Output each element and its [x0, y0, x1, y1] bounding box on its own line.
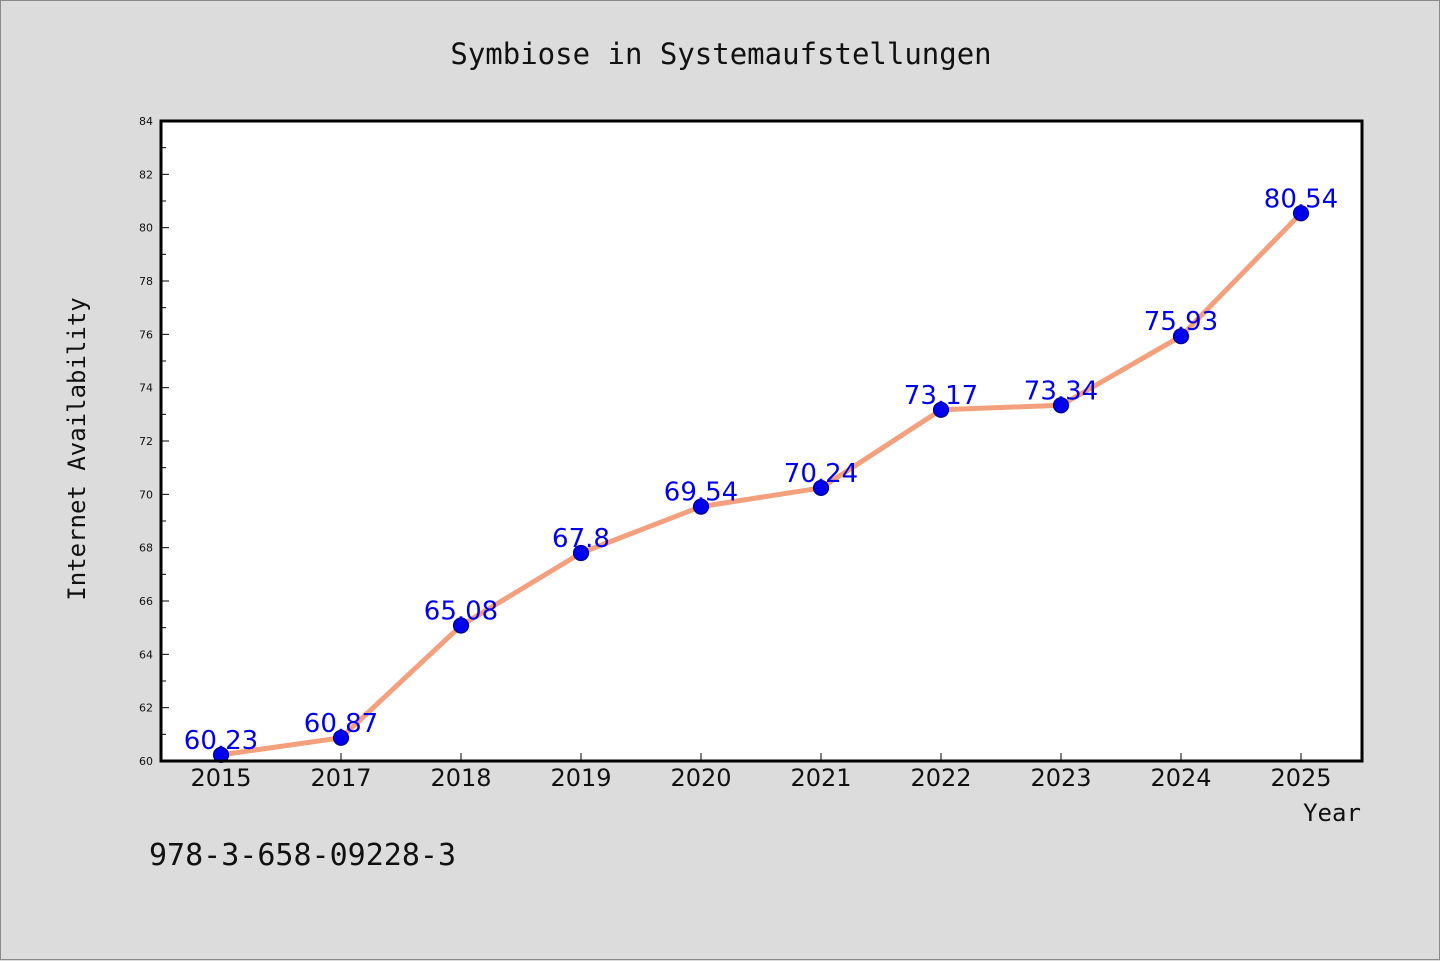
x-axis-title: Year — [1303, 799, 1361, 827]
x-tick-label: 2022 — [910, 764, 971, 792]
data-point — [932, 401, 950, 418]
data-point — [332, 729, 350, 746]
data-point — [692, 498, 710, 515]
data-label: 67.8 — [552, 524, 610, 554]
y-tick-label: 60 — [139, 755, 153, 768]
data-point — [1052, 397, 1070, 414]
y-tick-label: 72 — [139, 435, 153, 448]
data-label: 73.34 — [1024, 376, 1098, 406]
data-point — [572, 544, 590, 562]
x-tick-label: 2024 — [1150, 764, 1211, 792]
data-label: 60.87 — [304, 709, 378, 739]
data-label: 70.24 — [784, 459, 858, 489]
data-labels: 60.23 60.87 65.08 67.8 69.54 70.24 73.17 73.34 7… — [184, 184, 1338, 756]
y-tick-label: 62 — [139, 702, 153, 715]
y-tick-label: 74 — [139, 382, 153, 395]
x-tick-label: 2021 — [790, 764, 851, 792]
data-label: 75.93 — [1144, 307, 1218, 337]
y-tick-label: 68 — [139, 542, 153, 555]
x-tick-label: 2018 — [430, 764, 491, 792]
isbn-text: 978-3-658-09228-3 — [149, 838, 456, 873]
data-point — [1292, 205, 1310, 222]
data-points — [212, 205, 1310, 763]
chart-title: Symbiose in Systemaufstellungen — [450, 37, 991, 71]
y-tick-label: 80 — [139, 222, 153, 235]
y-tick-label: 64 — [139, 648, 153, 661]
x-tick-label: 2019 — [550, 764, 611, 792]
plot-frame — [159, 119, 1364, 763]
y-tick-label: 76 — [139, 328, 153, 341]
y-axis-title: Internet Availability — [63, 297, 91, 600]
y-axis: 60 62 64 66 68 70 72 74 76 78 80 82 84 — [139, 115, 169, 768]
data-label: 80.54 — [1264, 184, 1338, 214]
data-point — [812, 479, 830, 497]
x-tick-label: 2023 — [1030, 764, 1091, 792]
y-tick-label: 78 — [139, 275, 153, 288]
y-tick-label: 66 — [139, 595, 153, 608]
y-tick-label: 70 — [139, 488, 153, 501]
x-axis: 2015 2017 2018 2019 2020 2021 2022 2023 2024 2025 — [190, 753, 1332, 792]
data-label: 69.54 — [664, 478, 738, 508]
x-tick-label: 2025 — [1270, 764, 1331, 792]
data-point — [452, 617, 470, 634]
y-tick-label: 82 — [139, 168, 153, 181]
data-point — [1172, 328, 1190, 345]
y-tick-label: 84 — [139, 115, 153, 128]
x-tick-label: 2017 — [310, 764, 371, 792]
data-label: 73.17 — [904, 381, 978, 411]
x-tick-label: 2015 — [190, 764, 251, 792]
data-label: 65.08 — [424, 597, 498, 627]
data-label: 60.23 — [184, 726, 258, 756]
plot-area — [161, 121, 1362, 761]
x-tick-label: 2020 — [670, 764, 731, 792]
series-line — [218, 210, 1304, 758]
